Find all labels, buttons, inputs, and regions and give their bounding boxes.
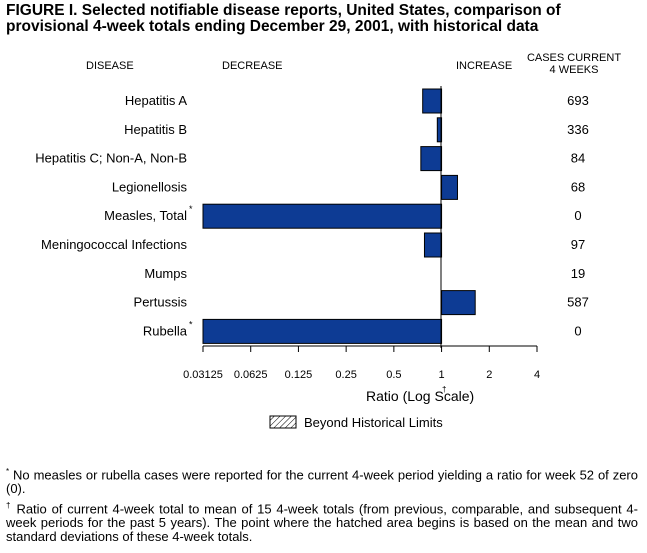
x-tick-label: 2 [486, 369, 492, 381]
category-label: Rubella [143, 323, 188, 338]
footnote-1: * No measles or rubella cases were repor… [6, 465, 638, 496]
category-label: Hepatitis C; Non-A, Non-B [35, 151, 187, 166]
x-axis-label-mark: † [442, 385, 446, 394]
x-tick-label: 0.25 [335, 369, 356, 381]
figure-title: FIGURE I. Selected notifiable disease re… [6, 3, 646, 35]
cases-value: 84 [571, 151, 585, 166]
bar-measles-total [202, 203, 443, 229]
category-label: Hepatitis B [124, 122, 187, 137]
legend-label: Beyond Historical Limits [304, 415, 443, 430]
header-cases-2: 4 WEEKS [550, 64, 599, 76]
category-label: Mumps [144, 266, 187, 281]
x-tick-label: 1 [439, 369, 445, 381]
category-label: Meningococcal Infections [41, 237, 187, 252]
bar-chart: DISEASE DECREASE INCREASE CASES CURRENT … [35, 52, 621, 430]
category-mark: * [189, 319, 193, 329]
cases-value: 587 [567, 295, 589, 310]
footnote-2-text: Ratio of current 4-week total to mean of… [6, 501, 638, 545]
cases-value: 336 [567, 122, 589, 137]
cases-value: 19 [571, 266, 585, 281]
title-line-2: provisional 4-week totals ending Decembe… [6, 18, 539, 35]
category-label: Legionellosis [112, 179, 188, 194]
category-mark: * [189, 204, 193, 214]
x-tick-label: 4 [534, 369, 540, 381]
footnote-1-mark: * [6, 467, 10, 476]
bar-rubella [202, 318, 443, 344]
bar-hepatitis-c-non-a-non-b [420, 146, 443, 172]
category-label: Pertussis [134, 295, 188, 310]
footnote-2-mark: † [6, 501, 12, 510]
category-label: Hepatitis A [125, 93, 187, 108]
x-axis-label: Ratio (Log Scale) [366, 388, 474, 404]
bar-hepatitis-b [436, 117, 443, 143]
cases-value: 0 [574, 208, 581, 223]
cases-value: 97 [571, 237, 585, 252]
legend-swatch-hatched [269, 415, 297, 429]
bar-meningococcal-infections [423, 232, 443, 258]
x-tick-label: 0.03125 [183, 369, 223, 381]
header-decrease: DECREASE [222, 60, 283, 72]
x-tick-label: 0.0625 [234, 369, 268, 381]
bar-hepatitis-a [422, 88, 443, 114]
x-tick-label: 0.125 [285, 369, 313, 381]
footnote-2: † Ratio of current 4-week total to mean … [6, 499, 638, 544]
header-cases-1: CASES CURRENT [527, 52, 621, 64]
title-line-1: FIGURE I. Selected notifiable disease re… [6, 2, 561, 19]
x-tick-label: 0.5 [386, 369, 401, 381]
header-disease: DISEASE [86, 60, 134, 72]
footnote-1-text: No measles or rubella cases were reporte… [6, 467, 638, 497]
cases-value: 0 [574, 323, 581, 338]
header-increase: INCREASE [456, 60, 512, 72]
category-label: Measles, Total [104, 208, 187, 223]
cases-value: 68 [571, 179, 585, 194]
bar-legionellosis [441, 174, 458, 200]
cases-value: 693 [567, 93, 589, 108]
bar-pertussis [441, 290, 476, 316]
